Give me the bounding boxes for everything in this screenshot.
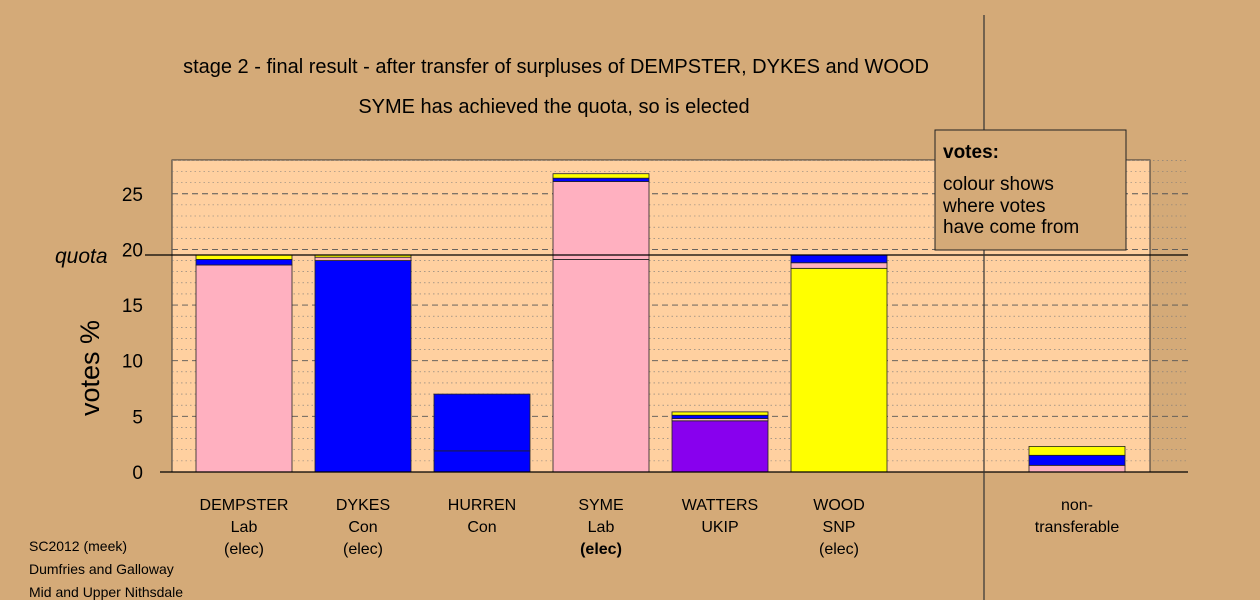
bar-segment (1028, 454, 1126, 466)
footer-line-1: SC2012 (meek) (29, 538, 127, 554)
candidate-label: WOOD (813, 497, 865, 514)
bar-wood (790, 254, 888, 473)
legend-line-3: have come from (943, 217, 1079, 238)
candidate-label: UKIP (701, 519, 738, 536)
bars (195, 173, 1126, 473)
y-tick-label: 10 (122, 352, 143, 373)
bar-segment (314, 256, 412, 261)
candidate-label: Lab (588, 519, 615, 536)
bar-segment (671, 420, 769, 473)
bar-segment (671, 414, 769, 419)
candidate-label: WATTERS (682, 497, 758, 514)
candidate-labels: DEMPSTER Lab (elec) DYKES Con (elec) HURREN Con… (200, 497, 1120, 558)
bar-segment (790, 262, 888, 269)
y-tick-label: 0 (132, 463, 143, 484)
bar-non (1028, 446, 1126, 473)
legend-title: votes: (943, 142, 999, 163)
candidate-label: (elec) (819, 541, 859, 558)
bar-dykes (314, 254, 412, 473)
bar-segment (552, 177, 650, 182)
bar-segment (195, 264, 293, 473)
quota-label: quota (55, 245, 108, 268)
candidate-label: DYKES (336, 497, 390, 514)
bar-segment (671, 411, 769, 416)
bar-segment (1028, 464, 1126, 473)
candidate-label: (elec) (224, 541, 264, 558)
bar-hurren (433, 393, 531, 473)
bar-segment (552, 173, 650, 179)
candidate-label: HURREN (448, 497, 516, 514)
bar-segment (790, 267, 888, 473)
bar-segment (552, 181, 650, 260)
candidate-label: SYME (578, 497, 623, 514)
y-axis-ticks: 0 5 10 15 20 25 (122, 185, 143, 484)
y-axis-label: votes % (75, 320, 105, 416)
footer-line-3: Mid and Upper Nithsdale (29, 584, 183, 600)
bar-watters (671, 411, 769, 473)
bar-segment (314, 260, 412, 473)
bar-segment (790, 254, 888, 264)
bar-segment (195, 259, 293, 266)
y-tick-label: 15 (122, 296, 143, 317)
legend-line-1: colour shows (943, 174, 1054, 195)
chart-subtitle: SYME has achieved the quota, so is elect… (358, 96, 749, 118)
bar-segment (433, 393, 531, 452)
y-tick-label: 20 (122, 240, 143, 261)
chart-title: stage 2 - final result - after transfer … (183, 56, 929, 78)
candidate-label: (elec) (580, 541, 622, 558)
candidate-label: non- (1061, 497, 1093, 514)
candidate-label: Con (348, 519, 377, 536)
bar-syme (552, 173, 650, 473)
legend-box (934, 129, 1127, 251)
candidate-label: transferable (1035, 519, 1120, 536)
bar-segment (195, 254, 293, 260)
legend: votes: colour shows where votes have com… (934, 129, 1127, 251)
y-tick-label: 5 (132, 407, 143, 428)
legend-line-2: where votes (942, 196, 1045, 217)
bar-segment (1028, 446, 1126, 456)
candidate-label: Con (467, 519, 496, 536)
candidate-label: DEMPSTER (200, 497, 289, 514)
candidate-label: (elec) (343, 541, 383, 558)
bar-segment (552, 259, 650, 473)
bar-dempster (195, 254, 293, 473)
candidate-label: SNP (823, 519, 856, 536)
candidate-label: Lab (231, 519, 258, 536)
footer-line-2: Dumfries and Galloway (29, 561, 174, 577)
y-tick-label: 25 (122, 185, 143, 206)
bar-segment (433, 450, 531, 473)
